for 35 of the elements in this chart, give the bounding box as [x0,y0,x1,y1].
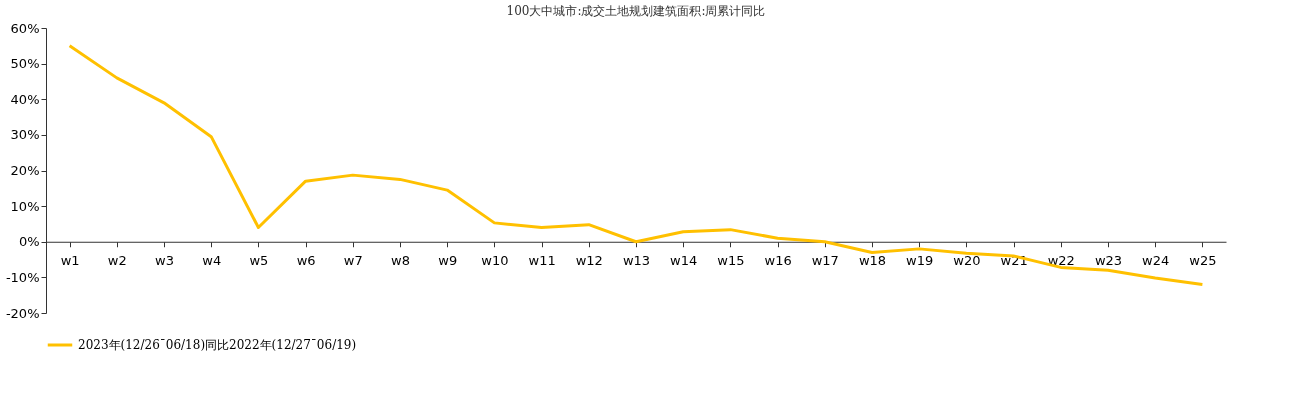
x-tick-label: w24 [1142,253,1170,269]
x-tick-label: w16 [764,253,792,269]
x-tick-label: w1 [60,253,80,269]
x-tick-label: w13 [622,253,651,269]
y-tick-label: 20% [10,163,40,178]
x-tick-label: w2 [107,253,127,269]
x-tick-label: w3 [155,253,174,269]
x-tick-label: w14 [670,253,698,269]
y-tick-label: -20% [5,305,40,321]
y-tick-label: 60% [10,20,40,36]
chart-title: 100大中城市:成交土地规划建筑面积:周累计同比 [506,4,766,18]
x-tick-label: w25 [1189,253,1217,269]
x-tick-label: w9 [438,253,458,269]
x-tick-label: w6 [296,253,316,269]
x-tick-label: w5 [249,253,269,269]
y-tick-label: 30% [10,127,40,143]
x-tick-label: w15 [717,253,745,269]
x-tick-label: w11 [528,253,556,269]
y-tick-label: 40% [10,91,40,107]
x-tick-label: w10 [481,253,509,269]
y-tick-label: 50% [10,56,40,72]
x-tick-label: w18 [858,253,887,269]
y-tick-label: 10% [10,198,40,214]
x-tick-label: w17 [811,253,839,269]
y-tick-label: 0% [18,234,40,250]
y-tick-label: -10% [5,269,40,285]
x-tick-label: w20 [953,253,981,269]
x-tick-label: w19 [906,253,934,269]
x-tick-label: w7 [343,253,363,269]
x-tick-label: w22 [1047,253,1075,269]
x-tick-label: w4 [202,253,222,269]
legend-label: 2023年(12/26¯06/18)同比2022年(12/27¯06/19) [78,338,357,352]
x-tick-label: w23 [1094,253,1123,269]
x-tick-label: w12 [575,253,603,269]
x-tick-label: w8 [391,253,410,269]
